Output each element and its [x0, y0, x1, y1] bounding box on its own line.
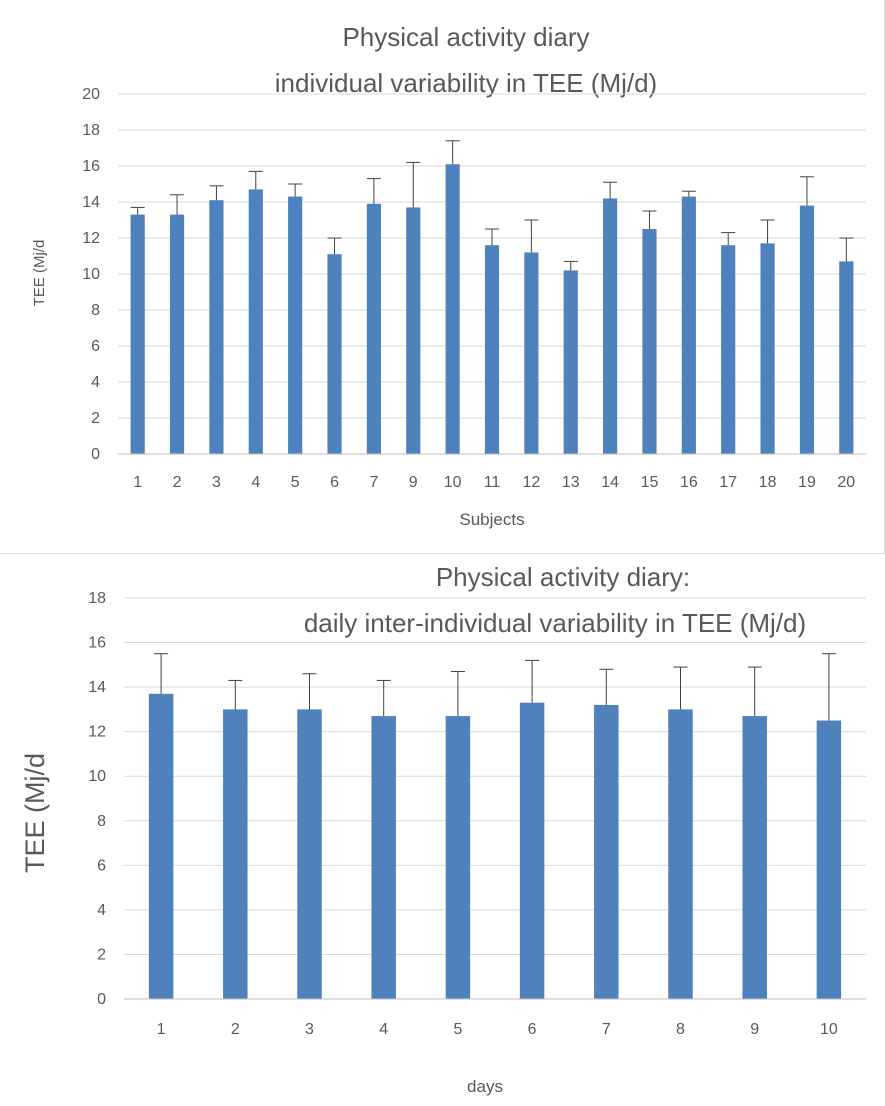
- x-tick-label: 9: [409, 474, 418, 491]
- bar: [169, 214, 185, 454]
- x-tick-label: 11: [484, 474, 501, 491]
- chart-days: Physical activity diary: daily inter-ind…: [0, 554, 885, 1106]
- y-tick-label: 14: [82, 194, 100, 211]
- x-tick-label: 4: [379, 1021, 388, 1038]
- chart-title-line-2: individual variability in TEE (Mj/d): [275, 68, 657, 98]
- x-tick-label: 18: [759, 474, 777, 491]
- x-tick-label: 2: [173, 474, 182, 491]
- y-tick-label: 10: [82, 266, 100, 283]
- chart-subjects-svg: Physical activity diary individual varia…: [31, 22, 866, 529]
- bar: [371, 716, 396, 999]
- bar: [816, 720, 842, 999]
- y-axis-title: TEE (Mj/d: [20, 753, 50, 873]
- y-tick-label: 4: [91, 374, 100, 391]
- x-tick-label: 7: [369, 474, 378, 491]
- bar: [484, 245, 500, 454]
- bar: [519, 702, 545, 999]
- bar: [366, 203, 381, 454]
- x-tick-label: 10: [444, 474, 462, 491]
- bar: [223, 709, 248, 999]
- x-tick-label: 17: [719, 474, 737, 491]
- x-tick-label: 12: [522, 474, 540, 491]
- x-tick-label: 5: [291, 474, 300, 491]
- x-tick-label: 6: [528, 1021, 537, 1038]
- x-axis-title: days: [467, 1077, 503, 1096]
- y-tick-label: 16: [82, 158, 100, 175]
- bar: [668, 709, 693, 999]
- bar: [721, 245, 736, 454]
- bar: [603, 198, 618, 454]
- y-tick-label: 6: [97, 857, 106, 874]
- bar: [288, 196, 303, 454]
- x-tick-label: 19: [798, 474, 816, 491]
- bar: [327, 254, 342, 454]
- bar: [799, 205, 815, 454]
- bar: [681, 196, 696, 454]
- bar: [524, 252, 539, 454]
- bar: [148, 693, 174, 999]
- x-tick-label: 1: [157, 1021, 166, 1038]
- bar: [297, 709, 322, 999]
- chart-days-svg: Physical activity diary: daily inter-ind…: [20, 562, 866, 1096]
- x-tick-label: 7: [602, 1021, 611, 1038]
- x-tick-label: 6: [330, 474, 339, 491]
- bar: [742, 716, 767, 999]
- y-tick-label: 2: [91, 410, 100, 427]
- x-tick-label: 9: [750, 1021, 759, 1038]
- chart-subjects: Physical activity diary individual varia…: [0, 0, 885, 554]
- y-tick-label: 8: [97, 813, 106, 830]
- x-tick-label: 1: [133, 474, 142, 491]
- y-tick-label: 14: [88, 679, 106, 696]
- y-tick-label: 4: [97, 902, 106, 919]
- y-tick-label: 16: [88, 635, 106, 652]
- y-tick-label: 0: [97, 991, 106, 1008]
- x-tick-label: 3: [305, 1021, 314, 1038]
- bar: [594, 704, 619, 999]
- x-axis-title: Subjects: [459, 510, 524, 529]
- x-tick-label: 8: [676, 1021, 685, 1038]
- bar: [839, 261, 854, 454]
- bar: [130, 214, 145, 454]
- y-tick-label: 8: [91, 302, 100, 319]
- y-tick-label: 0: [91, 446, 100, 463]
- y-tick-label: 12: [82, 230, 100, 247]
- x-tick-label: 15: [641, 474, 659, 491]
- x-tick-label: 16: [680, 474, 698, 491]
- y-tick-label: 20: [82, 86, 100, 103]
- bar: [406, 207, 421, 454]
- bar: [248, 189, 263, 454]
- chart-title-line-1: Physical activity diary:: [436, 562, 690, 592]
- x-tick-label: 10: [820, 1021, 838, 1038]
- x-tick-label: 4: [251, 474, 260, 491]
- y-tick-label: 2: [97, 946, 106, 963]
- y-tick-label: 18: [82, 122, 100, 139]
- x-tick-label: 3: [212, 474, 221, 491]
- y-tick-label: 10: [88, 768, 106, 785]
- bar: [563, 270, 578, 454]
- y-tick-label: 12: [88, 724, 106, 741]
- y-tick-label: 6: [91, 338, 100, 355]
- chart-title-line-1: Physical activity diary: [342, 22, 589, 52]
- bar: [209, 200, 224, 454]
- bar: [445, 164, 460, 454]
- bar: [760, 243, 775, 454]
- x-tick-label: 14: [601, 474, 619, 491]
- y-tick-label: 18: [88, 590, 106, 607]
- y-axis-title: TEE (Mj/d: [31, 240, 48, 307]
- x-tick-label: 5: [453, 1021, 462, 1038]
- chart-title-line-2: daily inter-individual variability in TE…: [304, 608, 806, 638]
- x-tick-label: 13: [562, 474, 580, 491]
- bar: [445, 716, 471, 999]
- x-tick-label: 2: [231, 1021, 240, 1038]
- x-tick-label: 20: [837, 474, 855, 491]
- bar: [642, 229, 657, 454]
